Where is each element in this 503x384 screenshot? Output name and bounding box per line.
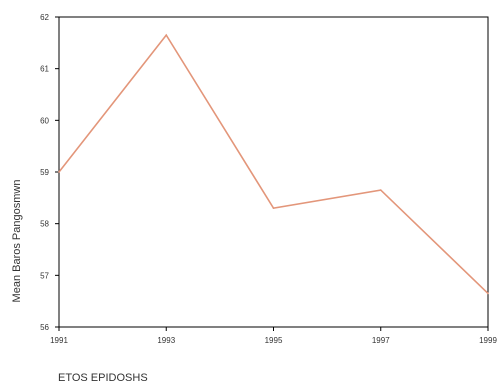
x-axis-ticks: 1991 1993 1995 1997 1999 (50, 327, 497, 345)
y-tick-label: 56 (40, 323, 49, 332)
data-point (58, 171, 60, 173)
y-tick-label: 62 (40, 13, 49, 22)
data-point (272, 207, 275, 209)
x-tick-label: 1995 (265, 336, 283, 345)
y-axis-ticks: 56 57 58 59 60 61 62 (40, 13, 59, 332)
y-tick-label: 59 (40, 168, 49, 177)
data-point (379, 189, 382, 191)
x-tick-label: 1997 (372, 336, 390, 345)
y-tick-label: 57 (40, 271, 49, 280)
x-tick-label: 1999 (479, 336, 497, 345)
x-tick-label: 1993 (157, 336, 175, 345)
x-axis-title: ETOS EPIDOSHS (58, 372, 148, 384)
y-axis-title: Mean Baros Pangosmwn (11, 180, 23, 303)
data-point (165, 34, 168, 36)
series-group (58, 33, 489, 295)
y-tick-label: 60 (40, 116, 49, 125)
x-tick-label: 1991 (50, 336, 68, 345)
plot-area (58, 16, 489, 328)
y-tick-label: 61 (40, 65, 49, 74)
y-tick-label: 58 (40, 220, 49, 229)
data-point (487, 292, 489, 295)
